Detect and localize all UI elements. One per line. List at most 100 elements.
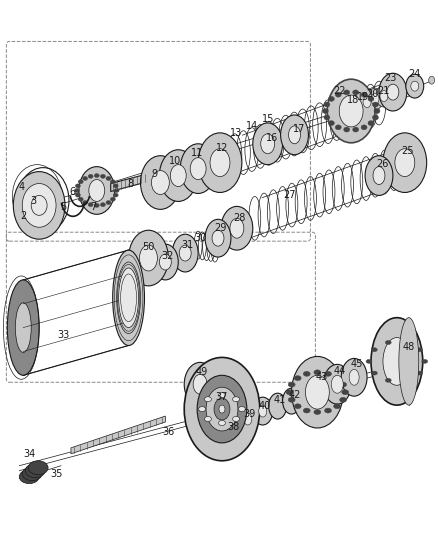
Ellipse shape xyxy=(7,280,39,375)
Ellipse shape xyxy=(88,203,93,207)
Ellipse shape xyxy=(371,115,378,120)
Text: 41: 41 xyxy=(273,395,285,405)
Ellipse shape xyxy=(220,414,242,444)
Ellipse shape xyxy=(100,203,105,207)
Ellipse shape xyxy=(252,397,272,425)
Ellipse shape xyxy=(382,133,426,192)
Text: 3: 3 xyxy=(30,197,36,206)
Ellipse shape xyxy=(341,390,348,394)
Text: 24: 24 xyxy=(408,69,420,79)
Ellipse shape xyxy=(333,376,340,381)
Ellipse shape xyxy=(232,397,239,402)
Ellipse shape xyxy=(386,84,398,100)
Ellipse shape xyxy=(328,96,334,101)
Ellipse shape xyxy=(226,422,237,436)
Text: 10: 10 xyxy=(169,156,181,166)
Ellipse shape xyxy=(371,102,378,107)
Ellipse shape xyxy=(140,156,180,209)
Ellipse shape xyxy=(118,268,138,328)
Ellipse shape xyxy=(367,96,373,101)
Ellipse shape xyxy=(209,149,230,176)
Ellipse shape xyxy=(110,197,115,201)
Ellipse shape xyxy=(74,189,79,192)
Ellipse shape xyxy=(258,405,266,417)
Ellipse shape xyxy=(128,230,168,286)
Polygon shape xyxy=(110,174,148,191)
Ellipse shape xyxy=(219,405,224,413)
Text: 12: 12 xyxy=(215,143,228,153)
Ellipse shape xyxy=(362,96,370,108)
Ellipse shape xyxy=(303,408,310,413)
Ellipse shape xyxy=(339,95,362,127)
Text: 29: 29 xyxy=(213,223,226,233)
Ellipse shape xyxy=(198,133,241,192)
Ellipse shape xyxy=(114,189,119,192)
Text: 45: 45 xyxy=(350,359,363,369)
Text: 17: 17 xyxy=(293,124,305,134)
Ellipse shape xyxy=(110,180,115,184)
Ellipse shape xyxy=(237,404,257,434)
Ellipse shape xyxy=(348,95,364,117)
Ellipse shape xyxy=(288,126,300,144)
Ellipse shape xyxy=(82,200,88,205)
Ellipse shape xyxy=(82,176,88,180)
Ellipse shape xyxy=(343,127,349,132)
Ellipse shape xyxy=(204,416,211,422)
Ellipse shape xyxy=(31,196,47,215)
Ellipse shape xyxy=(291,357,343,428)
Ellipse shape xyxy=(382,337,410,385)
Ellipse shape xyxy=(243,413,251,425)
Ellipse shape xyxy=(238,407,245,411)
Text: 38: 38 xyxy=(227,422,240,432)
Text: 18: 18 xyxy=(346,95,358,105)
Ellipse shape xyxy=(313,370,320,375)
Ellipse shape xyxy=(193,374,207,394)
Ellipse shape xyxy=(282,388,300,414)
Ellipse shape xyxy=(366,88,382,110)
Ellipse shape xyxy=(321,109,328,114)
Ellipse shape xyxy=(197,375,246,443)
Ellipse shape xyxy=(205,387,237,431)
Ellipse shape xyxy=(352,127,358,132)
Ellipse shape xyxy=(75,184,80,188)
Text: 43: 43 xyxy=(314,372,327,382)
Text: 42: 42 xyxy=(288,390,300,400)
Ellipse shape xyxy=(364,156,392,196)
Ellipse shape xyxy=(113,193,118,197)
Ellipse shape xyxy=(230,219,243,238)
Ellipse shape xyxy=(365,359,371,364)
Ellipse shape xyxy=(287,382,294,387)
Ellipse shape xyxy=(327,79,374,143)
Text: 44: 44 xyxy=(332,366,345,376)
Ellipse shape xyxy=(172,234,198,272)
Text: 5: 5 xyxy=(60,203,66,212)
Text: 16: 16 xyxy=(265,133,277,143)
Text: 35: 35 xyxy=(50,469,62,479)
Text: 50: 50 xyxy=(142,242,154,252)
Ellipse shape xyxy=(293,376,300,381)
Text: 34: 34 xyxy=(23,449,35,459)
Ellipse shape xyxy=(170,165,186,187)
Ellipse shape xyxy=(410,81,418,91)
Text: 49: 49 xyxy=(195,367,208,377)
Ellipse shape xyxy=(352,101,360,111)
Ellipse shape xyxy=(394,149,414,176)
Ellipse shape xyxy=(179,245,191,261)
Ellipse shape xyxy=(405,74,423,98)
Text: 32: 32 xyxy=(161,251,173,261)
Text: 48: 48 xyxy=(402,343,414,352)
Ellipse shape xyxy=(113,250,144,345)
Ellipse shape xyxy=(416,371,421,375)
Ellipse shape xyxy=(331,375,343,393)
Ellipse shape xyxy=(293,404,300,409)
Ellipse shape xyxy=(378,73,406,111)
Ellipse shape xyxy=(416,348,421,352)
Ellipse shape xyxy=(358,91,374,113)
Ellipse shape xyxy=(15,303,31,352)
Ellipse shape xyxy=(22,183,56,227)
Ellipse shape xyxy=(78,180,83,184)
Ellipse shape xyxy=(75,193,80,197)
Ellipse shape xyxy=(398,318,418,405)
Ellipse shape xyxy=(335,92,340,97)
Ellipse shape xyxy=(268,393,286,419)
